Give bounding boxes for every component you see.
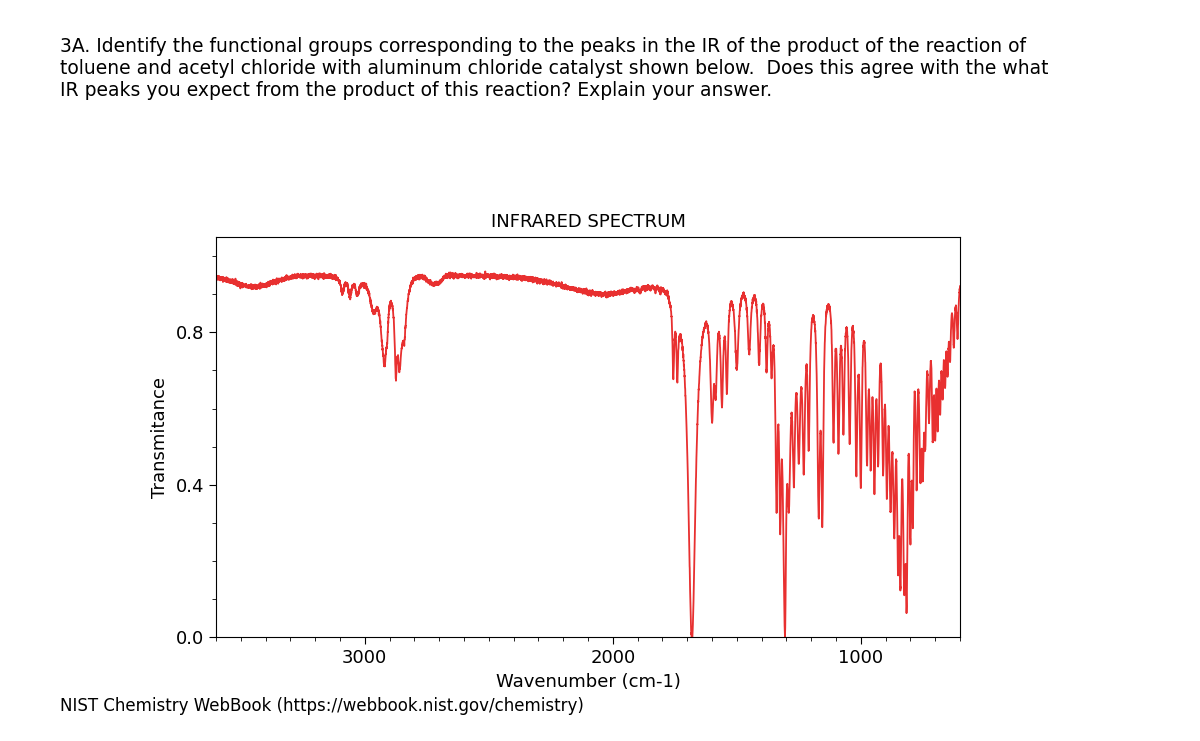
X-axis label: Wavenumber (cm-1): Wavenumber (cm-1) xyxy=(496,673,680,691)
Y-axis label: Transmitance: Transmitance xyxy=(151,376,169,498)
Title: INFRARED SPECTRUM: INFRARED SPECTRUM xyxy=(491,213,685,231)
Text: 3A. Identify the functional groups corresponding to the peaks in the IR of the p: 3A. Identify the functional groups corre… xyxy=(60,37,1049,100)
Text: NIST Chemistry WebBook (https://webbook.nist.gov/chemistry): NIST Chemistry WebBook (https://webbook.… xyxy=(60,697,584,714)
